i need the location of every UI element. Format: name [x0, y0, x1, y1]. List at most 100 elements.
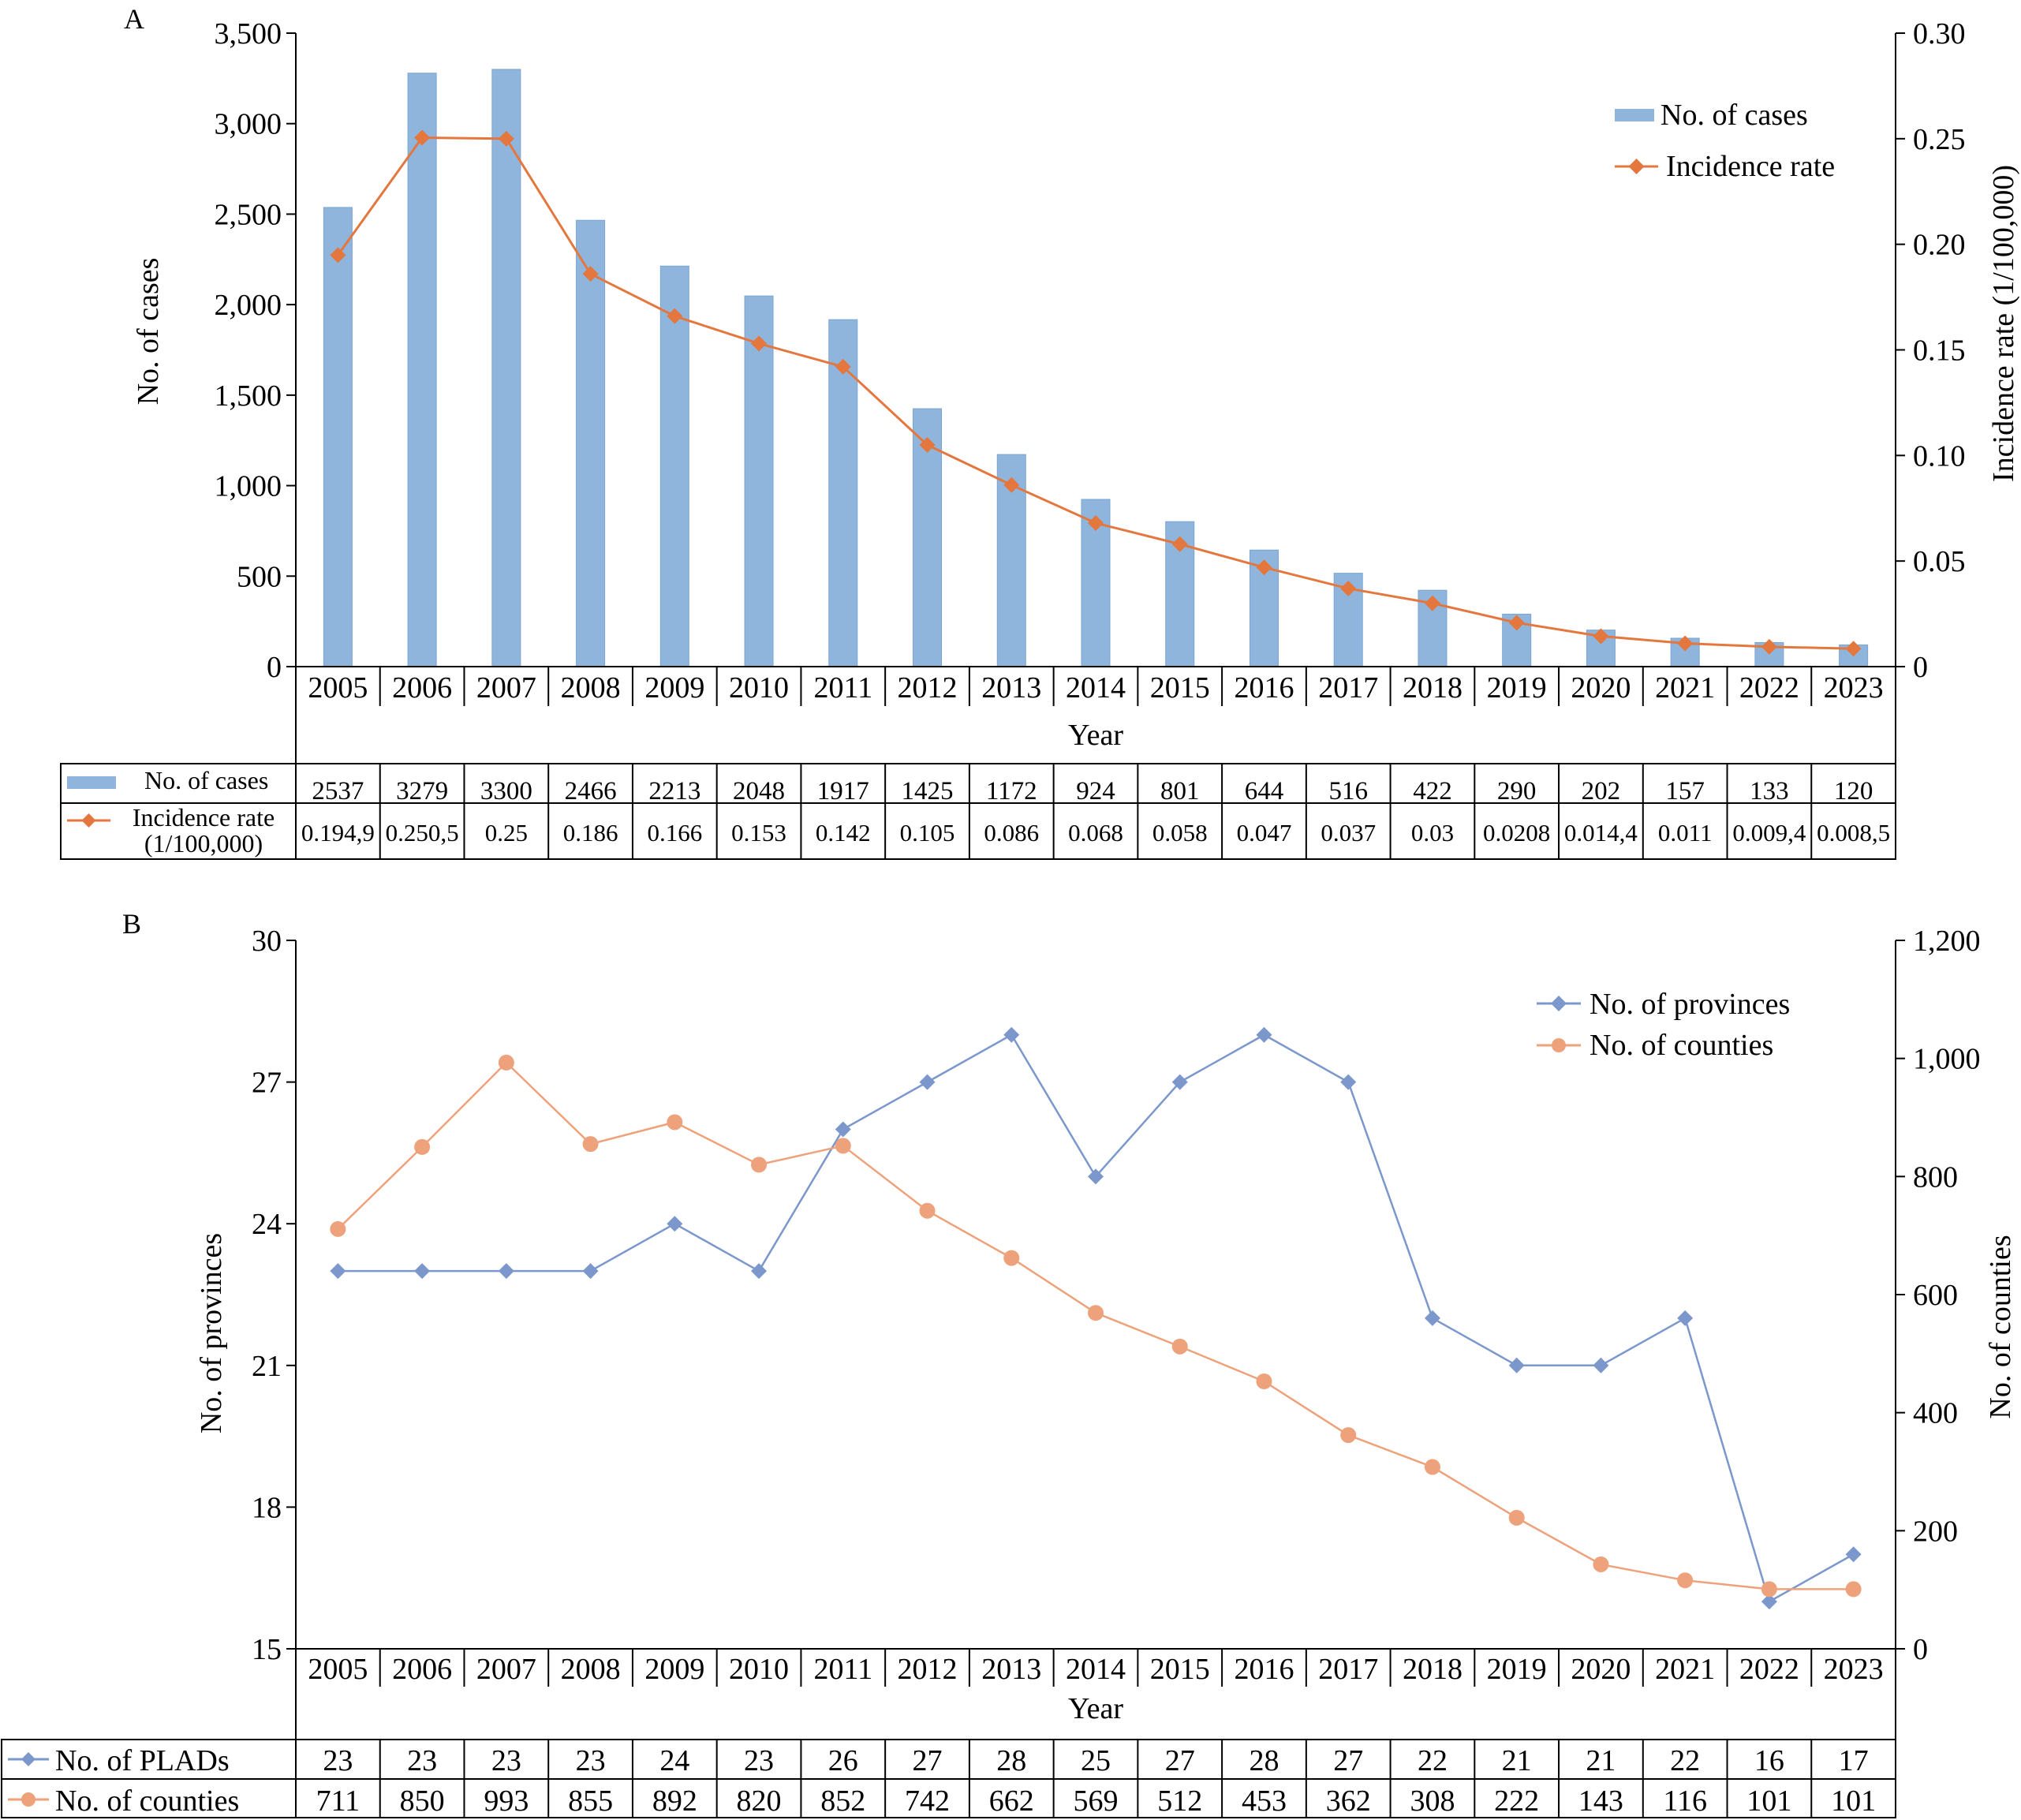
- table-cell-plads-2010: 23: [744, 1744, 774, 1777]
- table-cell-counties-2021: 116: [1663, 1784, 1707, 1818]
- legend-marker-counties: [1552, 1038, 1566, 1052]
- x-tick-label-2019: 2019: [1487, 671, 1547, 704]
- provinces-point-2005: [330, 1263, 346, 1280]
- table-swatch-cases: [67, 776, 116, 789]
- incidence-point-2015: [1171, 536, 1188, 552]
- table-cell-counties-2020: 143: [1578, 1784, 1623, 1818]
- x-tick-label-2020: 2020: [1571, 671, 1631, 704]
- incidence-point-2011: [835, 358, 851, 375]
- table-row-label-plads: No. of PLADs: [55, 1744, 230, 1777]
- counties-point-2017: [1340, 1427, 1357, 1444]
- incidence-point-2005: [330, 247, 346, 263]
- table-cell-plads-2009: 24: [659, 1744, 689, 1777]
- incidence-point-2009: [667, 308, 683, 324]
- table-cell-counties-2010: 820: [737, 1784, 782, 1818]
- incidence-point-2019: [1508, 615, 1525, 631]
- panel-b-x-axis-label: Year: [1068, 1692, 1123, 1725]
- table-cell-incidence-2022: 0.009,4: [1732, 819, 1806, 846]
- x-tick-label-2007: 2007: [476, 671, 536, 704]
- panel-a-bars: [323, 69, 1869, 667]
- table-row-label-incidence-line1: Incidence rate: [133, 803, 275, 832]
- table-row-label-cases: No. of cases: [144, 766, 268, 794]
- table-cell-incidence-2008: 0.186: [563, 819, 618, 846]
- y-tick-label: 24: [252, 1208, 282, 1241]
- y2-tick-label: 200: [1913, 1515, 1958, 1548]
- x-tick-label-2005: 2005: [308, 671, 368, 704]
- provinces-point-2015: [1171, 1074, 1188, 1090]
- table-cell-plads-2020: 21: [1586, 1744, 1616, 1777]
- table-cell-incidence-2017: 0.037: [1321, 819, 1376, 846]
- panel-b-y-axis-label: No. of provinces: [195, 1233, 228, 1433]
- table-cell-incidence-2012: 0.105: [900, 819, 955, 846]
- counties-markers: [330, 1054, 1862, 1598]
- incidence-point-2012: [919, 436, 936, 453]
- table-cell-counties-2012: 742: [905, 1784, 950, 1818]
- bar-2005: [323, 207, 353, 667]
- table-cell-incidence-2007: 0.25: [485, 819, 528, 846]
- y2-tick-label: 0.20: [1913, 229, 1966, 262]
- table-cell-cases-2019: 290: [1497, 777, 1537, 805]
- x-tick-label-2022: 2022: [1739, 1653, 1799, 1686]
- table-cell-plads-2017: 27: [1333, 1744, 1363, 1777]
- y-tick-label: 0: [267, 651, 282, 684]
- incidence-point-2007: [498, 130, 514, 147]
- counties-point-2020: [1593, 1556, 1609, 1572]
- panel-b-y2-axis-label: No. of counties: [1984, 1235, 2017, 1418]
- counties-point-2021: [1677, 1572, 1694, 1589]
- counties-point-2009: [667, 1114, 683, 1130]
- x-tick-label-2020: 2020: [1571, 1653, 1631, 1686]
- y2-tick-label: 0.30: [1913, 17, 1966, 50]
- table-cell-counties-2011: 852: [820, 1784, 865, 1818]
- table-cell-plads-2013: 28: [996, 1744, 1026, 1777]
- table-cell-counties-2007: 993: [484, 1784, 529, 1818]
- table-cell-incidence-2014: 0.068: [1068, 819, 1123, 846]
- x-tick-label-2010: 2010: [729, 1653, 789, 1686]
- provinces-point-2014: [1088, 1168, 1104, 1185]
- panel-a-y-axis-label: No. of cases: [132, 258, 165, 405]
- counties-point-2022: [1761, 1581, 1777, 1598]
- table-cell-counties-2023: 101: [1831, 1784, 1876, 1818]
- table-cell-cases-2007: 3300: [480, 777, 532, 805]
- panel-a: A 0 500 1,000 1,500 2,000 2,500 3,000 3,500 0 0.0…: [60, 3, 2020, 860]
- table-cell-counties-2013: 662: [989, 1784, 1034, 1818]
- incidence-point-2017: [1340, 580, 1357, 596]
- counties-point-2008: [582, 1136, 599, 1153]
- table-cell-counties-2016: 453: [1242, 1784, 1287, 1818]
- x-tick-label-2013: 2013: [981, 1653, 1041, 1686]
- x-tick-label-2010: 2010: [729, 671, 789, 704]
- provinces-point-2007: [498, 1263, 514, 1280]
- table-cell-plads-2005: 23: [323, 1744, 353, 1777]
- table-cell-cases-2014: 924: [1076, 777, 1115, 805]
- counties-line: [337, 1061, 1854, 1590]
- table-marker-plads: [21, 1752, 35, 1766]
- provinces-point-2017: [1340, 1074, 1357, 1090]
- bar-2008: [576, 219, 606, 667]
- table-cell-cases-2018: 422: [1413, 777, 1452, 805]
- table-cell-counties-2015: 512: [1157, 1784, 1202, 1818]
- x-tick-label-2023: 2023: [1824, 1653, 1884, 1686]
- x-tick-label-2016: 2016: [1234, 671, 1294, 704]
- legend-label-incidence: Incidence rate: [1666, 150, 1835, 183]
- x-tick-label-2005: 2005: [308, 1653, 368, 1686]
- table-cell-plads-2014: 25: [1081, 1744, 1111, 1777]
- legend-marker-incidence: [1628, 159, 1645, 174]
- x-tick-label-2009: 2009: [644, 1653, 704, 1686]
- y-tick-label: 2,500: [215, 198, 282, 231]
- panel-a-legend: No. of cases Incidence rate: [1615, 99, 1835, 183]
- incidence-point-2018: [1424, 595, 1440, 611]
- table-cell-cases-2015: 801: [1160, 777, 1200, 805]
- counties-point-2006: [414, 1138, 431, 1155]
- counties-point-2018: [1424, 1459, 1440, 1475]
- incidence-point-2016: [1256, 559, 1272, 576]
- y-tick-label: 27: [252, 1067, 282, 1100]
- incidence-point-2008: [582, 266, 599, 282]
- bar-2014: [1081, 499, 1111, 667]
- provinces-point-2013: [1003, 1026, 1020, 1043]
- panel-a-y2-axis-label: Incidence rate (1/100,000): [1987, 165, 2020, 482]
- table-cell-cases-2005: 2537: [312, 777, 364, 805]
- panel-a-axes: 0 500 1,000 1,500 2,000 2,500 3,000 3,500 0 0.05 0…: [215, 17, 1966, 764]
- y-tick-label: 30: [252, 925, 282, 958]
- y2-tick-label: 400: [1913, 1397, 1958, 1430]
- table-cell-counties-2018: 308: [1410, 1784, 1455, 1818]
- panel-a-label: A: [124, 3, 144, 35]
